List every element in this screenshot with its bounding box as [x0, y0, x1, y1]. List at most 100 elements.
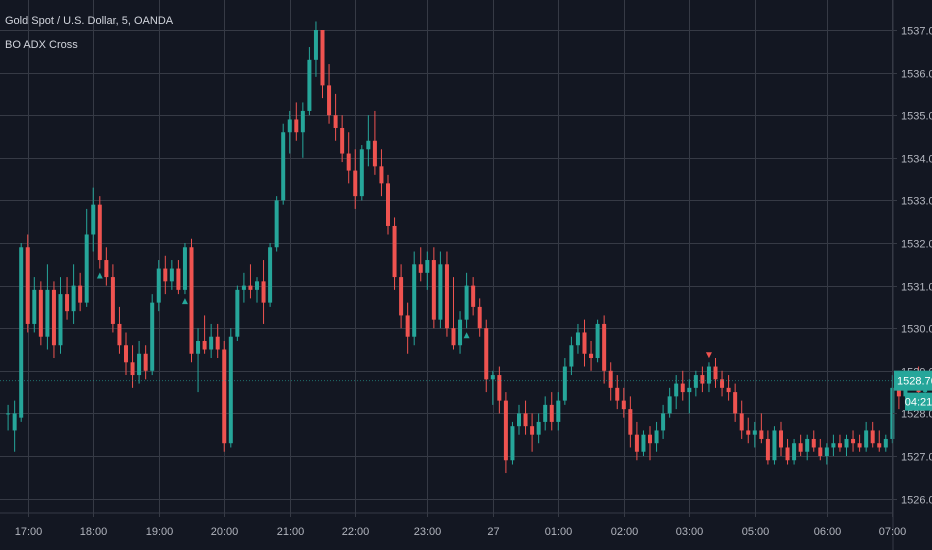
candle-body [759, 430, 764, 439]
candle [150, 294, 155, 376]
candle-body [562, 366, 567, 401]
candle-body [549, 404, 554, 422]
candle [582, 319, 587, 367]
candle-body [294, 119, 299, 133]
candle-body [386, 183, 390, 226]
candle-body [674, 383, 679, 397]
y-tick-label: 1536.000 [901, 69, 932, 81]
candle [477, 298, 482, 337]
candle [444, 251, 449, 337]
y-tick-label: 1533.000 [901, 196, 932, 208]
y-tick-label: 1527.000 [901, 452, 932, 464]
candle-body [156, 268, 161, 303]
candle-body [602, 323, 607, 371]
candle-body [97, 204, 102, 261]
candle-body [464, 285, 469, 320]
candle [215, 323, 220, 359]
candle-body [405, 315, 410, 337]
candle [837, 434, 842, 452]
candle-body [497, 375, 502, 401]
price-axis[interactable]: 1526.0001527.0001528.0001529.0001530.000… [893, 26, 932, 507]
candle-body [241, 285, 246, 290]
candle [510, 421, 515, 465]
candle-body [798, 443, 803, 452]
candle-body [726, 387, 731, 393]
candle-body [844, 438, 849, 448]
candle [680, 370, 685, 401]
candle [739, 400, 744, 439]
candle [320, 30, 325, 99]
candle-body [372, 140, 377, 167]
candle [589, 340, 594, 371]
candle-body [333, 115, 338, 128]
candle-body [706, 366, 711, 384]
candle [366, 115, 371, 167]
candle [674, 375, 679, 410]
candle-body [615, 387, 620, 401]
candle-body [78, 285, 83, 303]
candle-body [477, 306, 482, 329]
time-axis[interactable]: 17:00 18:00 19:00 20:00 21:00 22:00 23:00 27 01:… [15, 513, 907, 538]
candle-body [313, 30, 318, 60]
candle [877, 430, 882, 452]
y-tick-label: 1528.000 [901, 409, 932, 421]
candle-body [261, 281, 266, 303]
candle-body [569, 345, 574, 367]
candle [176, 260, 181, 295]
candle-body [359, 149, 364, 197]
candle-body [765, 438, 770, 461]
candle [222, 340, 227, 452]
candle-body [530, 426, 535, 435]
candle-body [418, 264, 423, 273]
candle [562, 358, 567, 405]
candle [575, 323, 580, 354]
x-tick-label: 05:00 [742, 526, 770, 538]
candle [255, 277, 259, 303]
candle [805, 434, 810, 461]
candle [182, 243, 187, 295]
candle [621, 387, 626, 418]
candle [818, 438, 823, 461]
candle-body [471, 285, 476, 307]
candle-body [399, 277, 404, 316]
x-tick-label: 20:00 [211, 526, 239, 538]
candle [156, 260, 161, 312]
candle-body [589, 353, 594, 359]
candle-body [654, 430, 659, 444]
candle-body [228, 336, 233, 444]
x-tick-label: 23:00 [414, 526, 442, 538]
candle-body [648, 434, 652, 444]
candle [733, 383, 738, 422]
candle-body [412, 264, 417, 337]
candle-body [91, 204, 96, 235]
candle-body [268, 247, 273, 303]
candle-body [490, 375, 495, 380]
candle-body [150, 302, 155, 371]
candle-body [510, 426, 515, 461]
candle [556, 392, 561, 431]
candle-body [484, 328, 489, 380]
price-axis-badges: 1528.769 04:21 [0, 370, 932, 411]
study-label[interactable]: BO ADX Cross [5, 39, 78, 51]
candle [84, 208, 89, 307]
candle [294, 102, 299, 141]
x-tick-label: 07:00 [879, 526, 907, 538]
candle-body [287, 119, 292, 133]
candle-body [634, 434, 639, 452]
candle [641, 430, 646, 456]
candle [248, 264, 253, 299]
arrow-up-icon [463, 332, 470, 339]
candle-body [38, 289, 43, 337]
candle [169, 260, 174, 290]
candle-body [431, 260, 436, 320]
arrow-up-icon [181, 298, 188, 305]
candle-body [621, 400, 626, 410]
candle-body [628, 409, 633, 435]
candle-body [130, 362, 135, 376]
candle-body [700, 375, 705, 384]
candle [661, 404, 666, 439]
candle [851, 430, 856, 452]
candle-body [720, 379, 725, 388]
candle [359, 145, 364, 201]
